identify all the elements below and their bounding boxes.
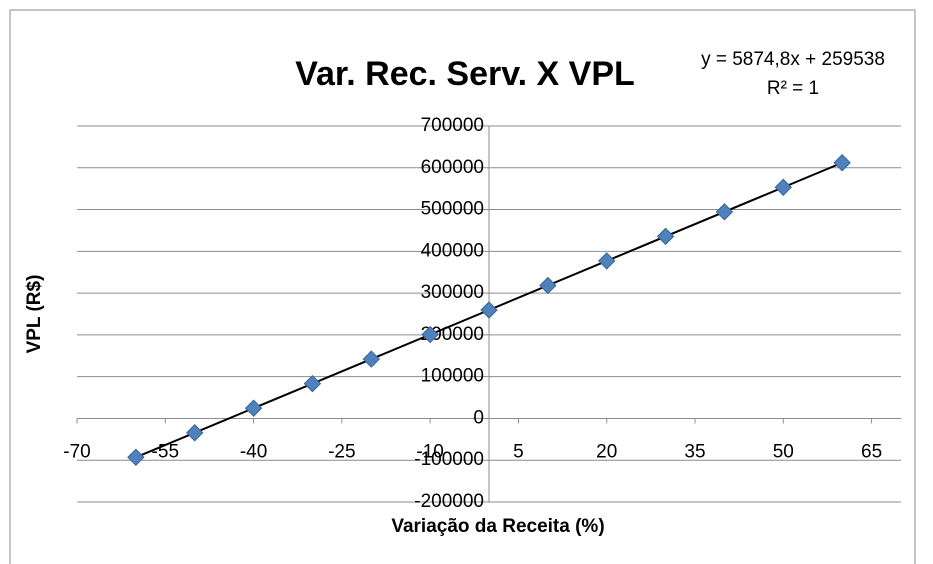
x-tick-label: -25 bbox=[328, 441, 355, 462]
y-tick-label: 0 bbox=[473, 407, 484, 428]
marker bbox=[480, 301, 498, 319]
marker bbox=[598, 252, 616, 270]
x-tick-label: 35 bbox=[684, 441, 705, 462]
marker bbox=[421, 325, 439, 344]
y-axis-label: VPL (R$) bbox=[24, 275, 45, 354]
chart-title: Var. Rec. Serv. X VPL bbox=[295, 55, 635, 93]
y-tick-label: -100000 bbox=[414, 449, 484, 470]
y-tick-label: 700000 bbox=[421, 115, 484, 136]
trendline-equation: y = 5874,8x + 259538 bbox=[701, 49, 885, 70]
marker bbox=[244, 399, 263, 417]
y-tick-label: 100000 bbox=[421, 366, 484, 387]
y-tick-label: 500000 bbox=[421, 199, 484, 220]
marker bbox=[715, 203, 734, 221]
marker bbox=[539, 276, 557, 295]
x-tick-label: 65 bbox=[861, 441, 882, 462]
marker bbox=[656, 227, 675, 246]
y-tick-label: 600000 bbox=[421, 157, 484, 178]
chart-border bbox=[9, 9, 916, 564]
x-tick-label: -70 bbox=[63, 441, 90, 462]
marker bbox=[774, 178, 792, 197]
marker bbox=[186, 424, 204, 442]
marker bbox=[833, 154, 851, 172]
x-tick-label: 50 bbox=[773, 441, 794, 462]
marker bbox=[303, 374, 322, 393]
x-axis-label: Variação da Receita (%) bbox=[391, 516, 604, 537]
y-tick-label: 300000 bbox=[421, 282, 484, 303]
y-tick-label: 200000 bbox=[421, 324, 484, 345]
y-tick-label: -200000 bbox=[414, 491, 484, 512]
x-tick-label: 20 bbox=[596, 441, 617, 462]
trendline-r2: R² = 1 bbox=[767, 78, 819, 99]
x-tick-label: 5 bbox=[513, 441, 524, 462]
marker bbox=[362, 350, 380, 368]
x-tick-label: -10 bbox=[416, 441, 443, 462]
marker bbox=[127, 448, 145, 466]
x-tick-label: -55 bbox=[152, 441, 179, 462]
y-tick-label: 400000 bbox=[421, 240, 484, 261]
x-tick-label: -40 bbox=[240, 441, 267, 462]
